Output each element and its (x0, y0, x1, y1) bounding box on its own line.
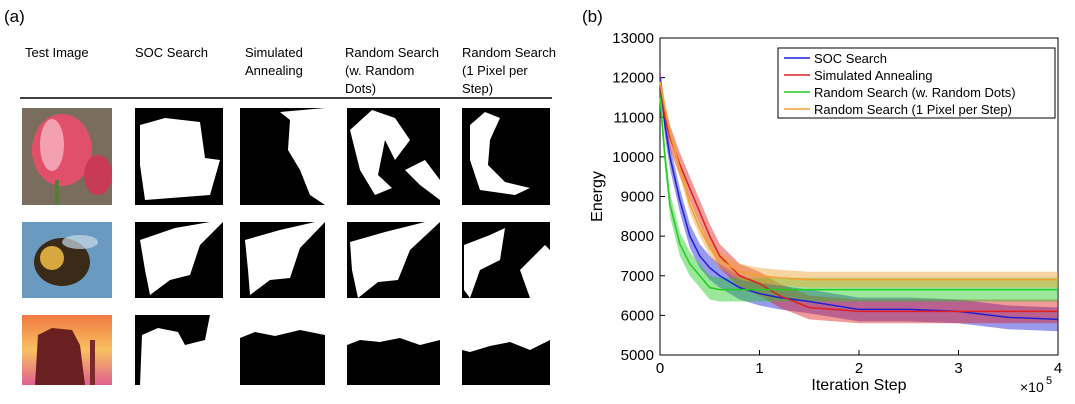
y-tick-label: 8000 (621, 228, 654, 245)
series-line (659, 77, 1059, 321)
y-tick-label: 12000 (612, 70, 654, 87)
x-tick-label: 2 (855, 360, 863, 377)
x-tick-label: 4 (1054, 360, 1062, 377)
column-header: Simulated (245, 45, 303, 60)
y-tick-label: 13000 (612, 30, 654, 47)
y-tick-label: 5000 (621, 347, 654, 364)
x-multiplier: ×10 (1020, 379, 1044, 395)
y-tick-label: 6000 (621, 307, 654, 324)
y-tick-label: 7000 (621, 268, 654, 285)
column-header: (w. Random (345, 63, 414, 78)
series-line (659, 81, 1058, 281)
column-header: SOC Search (135, 45, 208, 60)
legend-label: SOC Search (814, 51, 887, 66)
x-tick-label: 1 (755, 360, 763, 377)
x-tick-label: 3 (954, 360, 962, 377)
legend-label: Simulated Annealing (814, 68, 933, 83)
column-header: Test Image (25, 45, 89, 60)
column-header: Random Search (345, 45, 439, 60)
x-tick-label: 0 (656, 360, 664, 377)
x-multiplier-exponent: 5 (1046, 375, 1052, 387)
column-header: Random Search (462, 45, 556, 60)
y-tick-label: 11000 (613, 109, 654, 126)
y-axis-label: Energy (589, 171, 606, 222)
legend: SOC Search Simulated Annealing Random Sear… (777, 47, 1056, 119)
column-header: Dots) (345, 81, 376, 96)
column-header: Annealing (245, 63, 303, 78)
thumbnails (22, 108, 112, 385)
legend-box (777, 47, 1056, 119)
x-axis-label: Iteration Step (811, 377, 906, 394)
plot (659, 65, 1059, 332)
masks (135, 108, 550, 385)
column-headers: Test Image SOC Search Simulated Annealing Ra… (25, 45, 556, 96)
panel-label: (a) (4, 7, 25, 26)
y-tick-label: 9000 (621, 189, 654, 206)
y-tick-label: 10000 (612, 149, 654, 166)
column-header: (1 Pixel per (462, 63, 528, 78)
legend-label: Random Search (w. Random Dots) (814, 85, 1016, 100)
panel-label: (b) (582, 7, 603, 26)
legend-label: Random Search (1 Pixel per Step) (814, 102, 1012, 117)
column-header: Step) (462, 81, 493, 96)
series-line (659, 97, 1058, 291)
